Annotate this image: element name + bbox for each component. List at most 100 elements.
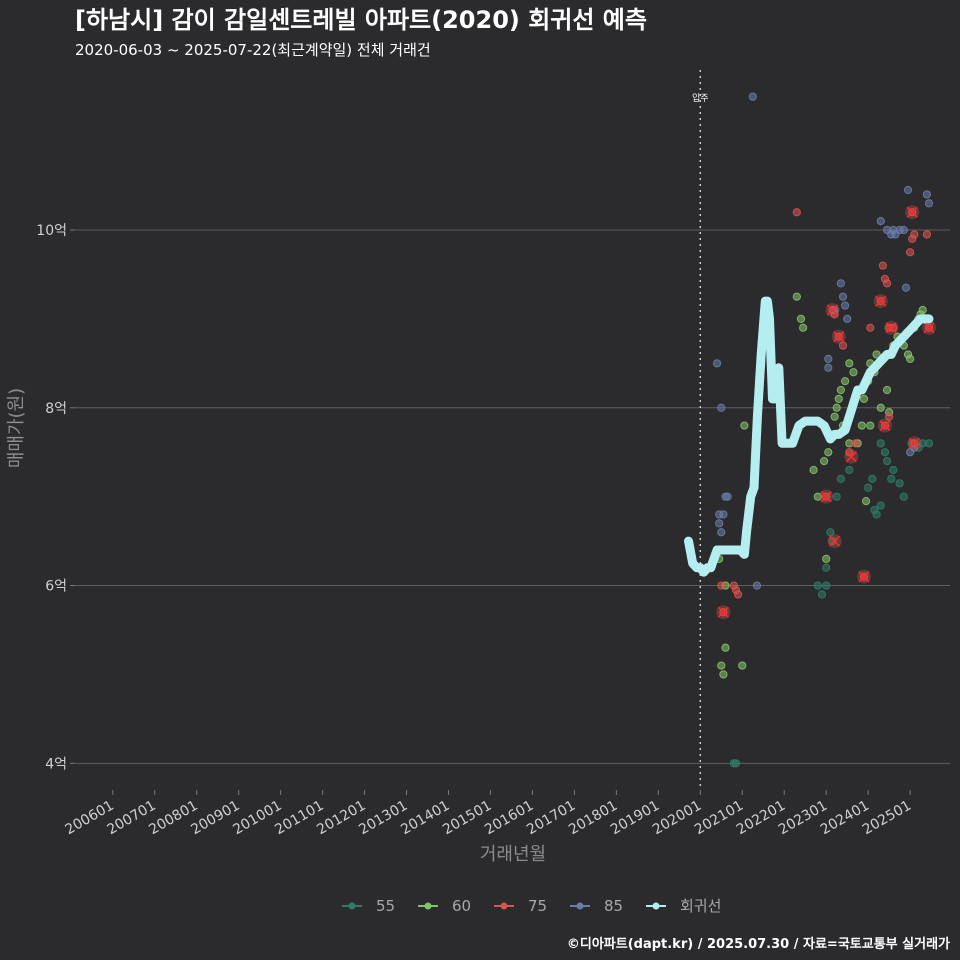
point-55 [731,759,741,768]
point-85 [899,225,908,235]
point-55 [822,581,831,590]
point-75 [838,341,848,350]
highlight-x [885,322,897,334]
point-55 [845,465,854,475]
point-55 [828,537,837,546]
point-55 [880,448,890,457]
point-55 [895,479,904,488]
point-55 [822,563,831,572]
point-85 [723,492,732,501]
point-85 [836,279,845,288]
point-60 [830,412,839,421]
point-75 [878,261,887,270]
point-85 [717,528,726,537]
y-tick-label: 6억 [45,579,67,595]
highlight-x [829,535,841,547]
point-55 [876,501,885,510]
point-60 [740,421,749,430]
point-60 [849,368,858,377]
point-85 [717,403,726,412]
legend-dot-60 [424,902,432,910]
highlight-x [875,295,887,307]
legend-dot-85 [576,902,584,910]
point-75 [885,412,894,421]
highlight-x [820,491,832,503]
legend: 55 60 75 85 회귀선 [342,897,721,915]
move-in-label: 입주 [692,92,709,104]
point-60 [796,314,806,323]
point-60 [861,497,871,506]
regression-line [684,296,934,577]
y-tick-label: 4억 [45,756,67,772]
point-55 [826,528,835,537]
point-60 [721,643,730,652]
point-75 [882,279,892,288]
point-55 [889,465,898,475]
point-55 [864,483,873,492]
point-55 [817,590,827,599]
legend-label-55: 55 [376,897,395,915]
highlight-x [717,606,729,618]
point-55 [868,474,877,483]
point-85 [922,190,932,199]
point-75 [845,448,854,457]
point-75 [889,323,898,332]
point-85 [830,305,839,315]
y-axis-label: 매매가(원) [6,388,27,468]
chart-caption: ©디아파트(dapt.kr) / 2025.07.30 / 자료=국토교통부 실… [567,936,950,952]
point-75 [910,230,919,239]
point-60 [836,385,845,395]
point-60 [717,661,726,670]
highlight-x [923,322,935,334]
y-tick-label: 10억 [36,223,67,239]
x-tick-label: 202501 [860,798,914,839]
point-60 [834,394,843,403]
point-60 [799,323,808,332]
legend-label-60: 60 [452,897,471,915]
point-85 [843,314,852,323]
point-85 [752,581,762,590]
point-55 [870,505,879,515]
highlight-x [879,420,891,432]
legend-dot-75 [500,902,508,910]
point-55 [887,474,896,483]
point-75 [717,581,726,590]
point-60 [822,554,831,563]
x-axis-label: 거래년월 [480,844,546,865]
point-85 [715,510,724,519]
highlight-x [906,206,918,218]
point-85 [840,301,850,310]
highlight-markers [716,205,937,620]
point-60 [918,305,927,315]
point-85 [748,92,757,101]
point-85 [838,292,848,301]
point-60 [792,292,801,301]
point-55 [832,492,841,501]
highlight-x [833,331,845,343]
point-60 [857,421,866,430]
point-75 [733,590,743,599]
point-60 [809,465,818,475]
point-60 [882,385,892,395]
legend-dot-회귀선 [652,902,660,910]
point-60 [859,394,869,403]
point-85 [715,519,724,528]
regression-path [684,296,934,577]
point-55 [876,439,885,448]
point-60 [876,403,885,412]
x-axis-ticks: 2006012007012008012009012010012011012012… [62,790,914,838]
point-85 [712,359,722,368]
point-55 [924,439,934,448]
point-60 [820,457,829,466]
highlight-x [858,571,870,583]
legend-label-75: 75 [528,897,547,915]
point-60 [719,670,728,679]
legend-label-회귀선: 회귀선 [680,897,721,915]
point-60 [832,403,841,412]
point-55 [882,457,892,466]
point-85 [824,354,833,363]
point-55 [899,492,908,501]
y-tick-label: 8억 [45,401,67,417]
point-60 [824,448,833,457]
